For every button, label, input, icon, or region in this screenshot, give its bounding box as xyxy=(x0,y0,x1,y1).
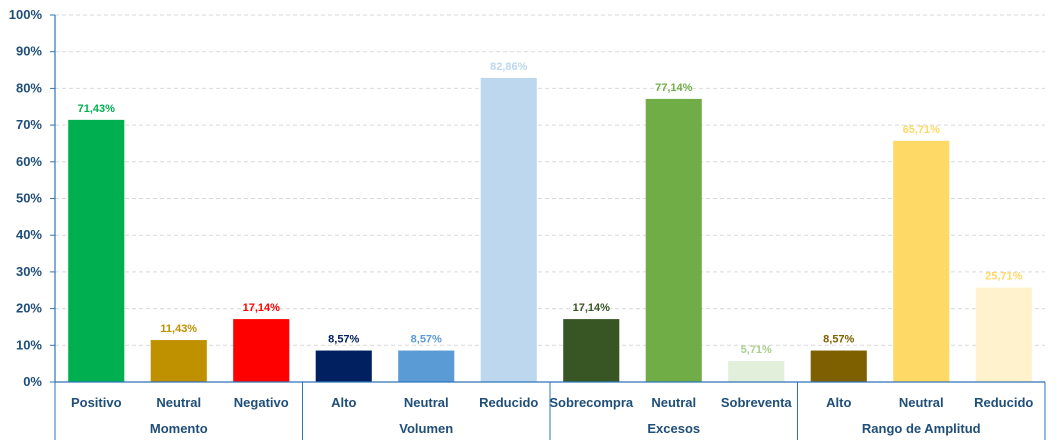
y-tick-label: 70% xyxy=(16,117,42,132)
bars: 71,43% 11,43% 17,14% 8,57% 8,57% 82,86% 17,14%… xyxy=(68,61,1032,382)
x-category-label: Sobrecompra xyxy=(549,395,634,410)
y-tick-label: 60% xyxy=(16,154,42,169)
y-tick-label: 90% xyxy=(16,44,42,59)
data-label: 17,14% xyxy=(243,302,281,314)
data-label: 25,71% xyxy=(985,271,1023,283)
y-tick-label: 0% xyxy=(23,374,42,389)
x-group-label: Momento xyxy=(150,421,208,436)
x-category-label: Neutral xyxy=(156,395,201,410)
data-label: 8,57% xyxy=(328,334,359,346)
x-category-label: Neutral xyxy=(404,395,449,410)
y-tick-label: 20% xyxy=(16,301,42,316)
x-category-label: Reducido xyxy=(479,395,538,410)
data-label: 11,43% xyxy=(160,323,197,335)
bar xyxy=(233,319,290,382)
y-tick-label: 50% xyxy=(16,191,42,206)
data-label: 65,71% xyxy=(903,124,941,136)
bar xyxy=(728,361,785,382)
x-category-label: Negativo xyxy=(234,395,289,410)
x-group-label: Volumen xyxy=(399,421,453,436)
bar xyxy=(810,350,867,382)
y-tick-label: 10% xyxy=(16,337,42,352)
bar xyxy=(975,287,1032,382)
bar xyxy=(315,350,372,382)
data-label: 5,71% xyxy=(741,344,772,356)
x-group-label: Rango de Amplitud xyxy=(862,421,981,436)
y-tick-label: 30% xyxy=(16,264,42,279)
y-axis: 0% 10% 20% 30% 40% 50% 60% 70% 80% 90% 100% xyxy=(9,7,56,389)
x-category-label: Positivo xyxy=(71,395,122,410)
gridlines xyxy=(55,14,1045,346)
x-category-label: Neutral xyxy=(899,395,944,410)
x-category-label: Alto xyxy=(331,395,356,410)
data-label: 8,57% xyxy=(823,334,854,346)
bar xyxy=(563,319,620,382)
bar xyxy=(68,119,125,382)
data-label: 8,57% xyxy=(411,334,442,346)
bar xyxy=(480,77,537,382)
y-tick-label: 100% xyxy=(9,7,43,22)
x-axis: Positivo Neutral Negativo Momento Alto Neutra… xyxy=(54,381,1046,440)
bar xyxy=(150,340,207,382)
y-tick-label: 40% xyxy=(16,227,42,242)
y-tick-label: 80% xyxy=(16,80,42,95)
data-label: 71,43% xyxy=(78,103,116,115)
x-category-label: Reducido xyxy=(974,395,1033,410)
x-category-label: Neutral xyxy=(651,395,696,410)
bar xyxy=(893,140,950,382)
x-group-label: Excesos xyxy=(647,421,700,436)
data-label: 77,14% xyxy=(655,82,693,94)
x-category-label: Sobreventa xyxy=(721,395,793,410)
bar xyxy=(645,98,702,382)
data-label: 17,14% xyxy=(573,302,611,314)
bar xyxy=(398,350,455,382)
data-label: 82,86% xyxy=(490,61,528,73)
x-category-label: Alto xyxy=(826,395,851,410)
